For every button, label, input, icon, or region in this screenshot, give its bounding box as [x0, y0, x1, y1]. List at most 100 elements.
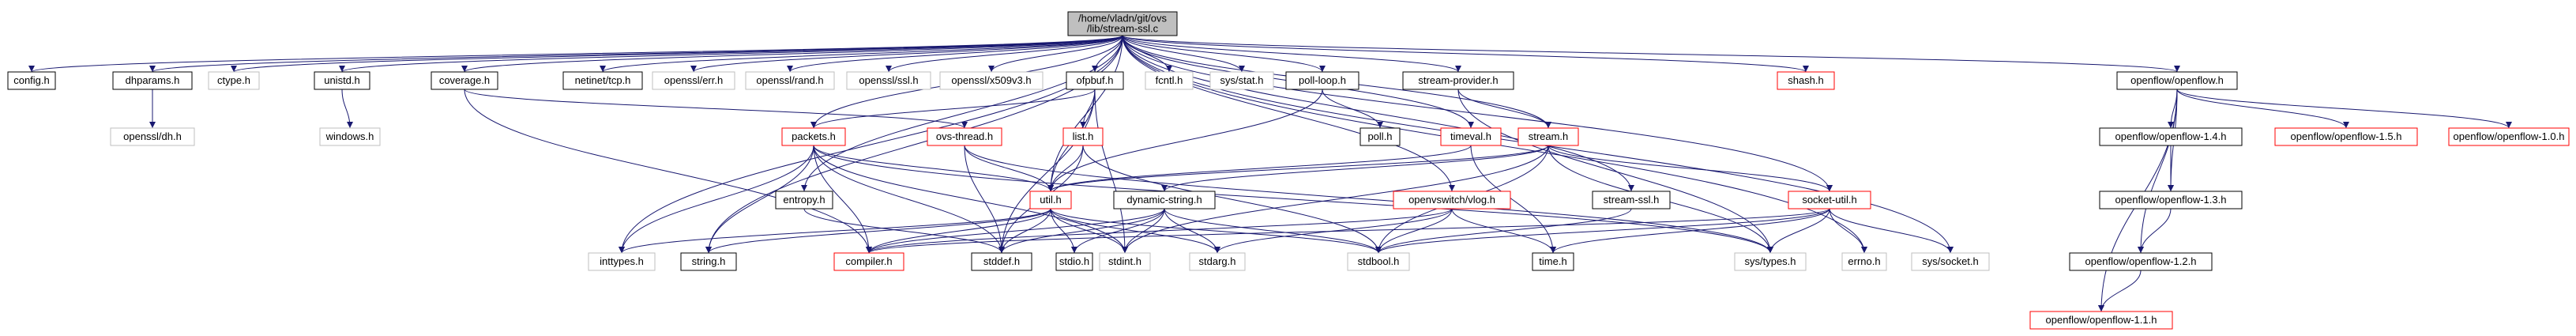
- node-box-coverage: [431, 71, 498, 90]
- node-stdbool[interactable]: stdbool.h: [1347, 252, 1410, 271]
- node-box-stddef: [971, 252, 1032, 271]
- node-inttypes[interactable]: inttypes.h: [588, 252, 656, 271]
- node-box-sys_stat: [1209, 71, 1274, 90]
- node-ofpbuf[interactable]: ofpbuf.h: [1066, 71, 1124, 90]
- node-of14[interactable]: openflow/openflow-1.4.h: [2099, 127, 2243, 146]
- node-openssl_rand[interactable]: openssl/rand.h: [745, 71, 835, 90]
- node-socket_util[interactable]: socket-util.h: [1788, 191, 1871, 210]
- node-compiler[interactable]: compiler.h: [833, 252, 904, 271]
- edge-unistd-to-windows: [341, 89, 353, 129]
- node-time[interactable]: time.h: [1532, 252, 1574, 271]
- node-dynamic_string[interactable]: dynamic-string.h: [1113, 191, 1216, 210]
- node-stream_provider[interactable]: stream-provider.h: [1402, 71, 1514, 90]
- node-stream_ssl_h[interactable]: stream-ssl.h: [1592, 191, 1671, 210]
- node-stdio[interactable]: stdio.h: [1055, 252, 1093, 271]
- node-box-inttypes: [588, 252, 656, 271]
- node-box-poll_loop: [1285, 71, 1359, 90]
- node-openssl_dh[interactable]: openssl/dh.h: [110, 127, 195, 146]
- node-poll[interactable]: poll.h: [1359, 127, 1401, 146]
- edge-socket_util-to-stdbool: [1375, 208, 1830, 254]
- node-of13[interactable]: openflow/openflow-1.3.h: [2099, 191, 2243, 210]
- edge-root-to-openssl_err: [690, 35, 1123, 73]
- node-fcntl[interactable]: fcntl.h: [1145, 71, 1194, 90]
- node-windows[interactable]: windows.h: [319, 127, 381, 146]
- node-stddef[interactable]: stddef.h: [971, 252, 1032, 271]
- edge-ofpbuf-to-stdint: [1094, 89, 1128, 254]
- node-sys_stat[interactable]: sys/stat.h: [1209, 71, 1274, 90]
- node-ovs_thread[interactable]: ovs-thread.h: [927, 127, 1002, 146]
- node-label-coverage: coverage.h: [439, 74, 490, 86]
- node-string[interactable]: string.h: [680, 252, 737, 271]
- node-openssl_x509[interactable]: openssl/x509v3.h: [939, 71, 1044, 90]
- node-sys_types[interactable]: sys/types.h: [1734, 252, 1807, 271]
- node-label-root: /lib/stream-ssl.c: [1087, 23, 1159, 35]
- node-box-openssl_err: [652, 71, 735, 90]
- node-util[interactable]: util.h: [1029, 191, 1072, 210]
- node-box-openssl_x509: [939, 71, 1044, 90]
- edge-packets-to-string: [705, 145, 814, 254]
- edge-ovs_thread-to-sys_types: [964, 145, 1773, 254]
- node-timeval[interactable]: timeval.h: [1440, 127, 1502, 146]
- node-label-util: util.h: [1040, 194, 1061, 206]
- node-label-socket_util: socket-util.h: [1802, 194, 1856, 206]
- edge-root-to-openssl_ssl: [886, 35, 1123, 73]
- edge-util-to-string: [705, 208, 1051, 254]
- edge-stream-to-socket_util: [1547, 145, 1833, 192]
- node-box-socket_util: [1788, 191, 1871, 210]
- node-entropy[interactable]: entropy.h: [775, 191, 833, 210]
- node-sys_socket[interactable]: sys/socket.h: [1911, 252, 1990, 271]
- node-stdint[interactable]: stdint.h: [1099, 252, 1151, 271]
- node-vlog[interactable]: openvswitch/vlog.h: [1393, 191, 1511, 210]
- node-label-inttypes: inttypes.h: [600, 255, 644, 267]
- edge-dynamic_string-to-stddef: [998, 208, 1165, 254]
- node-stdarg[interactable]: stdarg.h: [1189, 252, 1246, 271]
- edge-packets-to-util: [813, 145, 1054, 192]
- node-ctype[interactable]: ctype.h: [208, 71, 260, 90]
- node-config[interactable]: config.h: [7, 71, 56, 90]
- edge-packets-to-stdint: [813, 145, 1128, 254]
- node-unistd[interactable]: unistd.h: [314, 71, 370, 90]
- edge-root-to-vlog: [1122, 35, 1455, 192]
- edge-root-to-coverage: [461, 35, 1123, 73]
- node-of10[interactable]: openflow/openflow-1.0.h: [2448, 127, 2570, 146]
- node-list[interactable]: list.h: [1062, 127, 1104, 146]
- node-box-fcntl: [1145, 71, 1194, 90]
- node-root[interactable]: /home/vladn/git/ovs/lib/stream-ssl.c: [1067, 11, 1178, 36]
- node-openssl_ssl[interactable]: openssl/ssl.h: [846, 71, 931, 90]
- node-box-list: [1062, 127, 1104, 146]
- node-dhparams[interactable]: dhparams.h: [112, 71, 193, 90]
- node-box-timeval: [1440, 127, 1502, 146]
- node-box-sys_types: [1734, 252, 1807, 271]
- node-label-dhparams: dhparams.h: [126, 74, 180, 86]
- node-box-openssl_rand: [745, 71, 835, 90]
- edge-dynamic_string-to-stdbool: [1164, 208, 1382, 254]
- node-openssl_err[interactable]: openssl/err.h: [652, 71, 735, 90]
- edge-openflow-to-of10: [2176, 89, 2512, 129]
- node-of15[interactable]: openflow/openflow-1.5.h: [2274, 127, 2418, 146]
- node-of11[interactable]: openflow/openflow-1.1.h: [2029, 311, 2173, 330]
- node-errno[interactable]: errno.h: [1841, 252, 1887, 271]
- node-label-sys_socket: sys/socket.h: [1922, 255, 1979, 267]
- node-label-of15: openflow/openflow-1.5.h: [2291, 130, 2402, 142]
- node-label-stdint: stdint.h: [1108, 255, 1141, 267]
- node-box-openssl_ssl: [846, 71, 931, 90]
- node-label-errno: errno.h: [1848, 255, 1880, 267]
- node-openflow[interactable]: openflow/openflow.h: [2116, 71, 2238, 90]
- node-coverage[interactable]: coverage.h: [431, 71, 498, 90]
- node-packets[interactable]: packets.h: [781, 127, 846, 146]
- edge-root-to-shash: [1122, 35, 1809, 73]
- edge-stream_provider-to-stream: [1457, 89, 1551, 129]
- edge-root-to-poll_loop: [1122, 35, 1326, 73]
- node-netinet_tcp[interactable]: netinet/tcp.h: [562, 71, 643, 90]
- edge-root-to-config: [28, 35, 1123, 73]
- edge-packets-to-stddef: [813, 145, 1005, 254]
- node-box-ofpbuf: [1066, 71, 1124, 90]
- edge-of12-to-of11: [2098, 270, 2142, 312]
- node-of12[interactable]: openflow/openflow-1.2.h: [2069, 252, 2213, 271]
- node-shash[interactable]: shash.h: [1777, 71, 1835, 90]
- node-box-windows: [319, 127, 381, 146]
- node-box-unistd: [314, 71, 370, 90]
- node-stream[interactable]: stream.h: [1517, 127, 1579, 146]
- node-box-of11: [2029, 311, 2173, 330]
- node-poll_loop[interactable]: poll-loop.h: [1285, 71, 1359, 90]
